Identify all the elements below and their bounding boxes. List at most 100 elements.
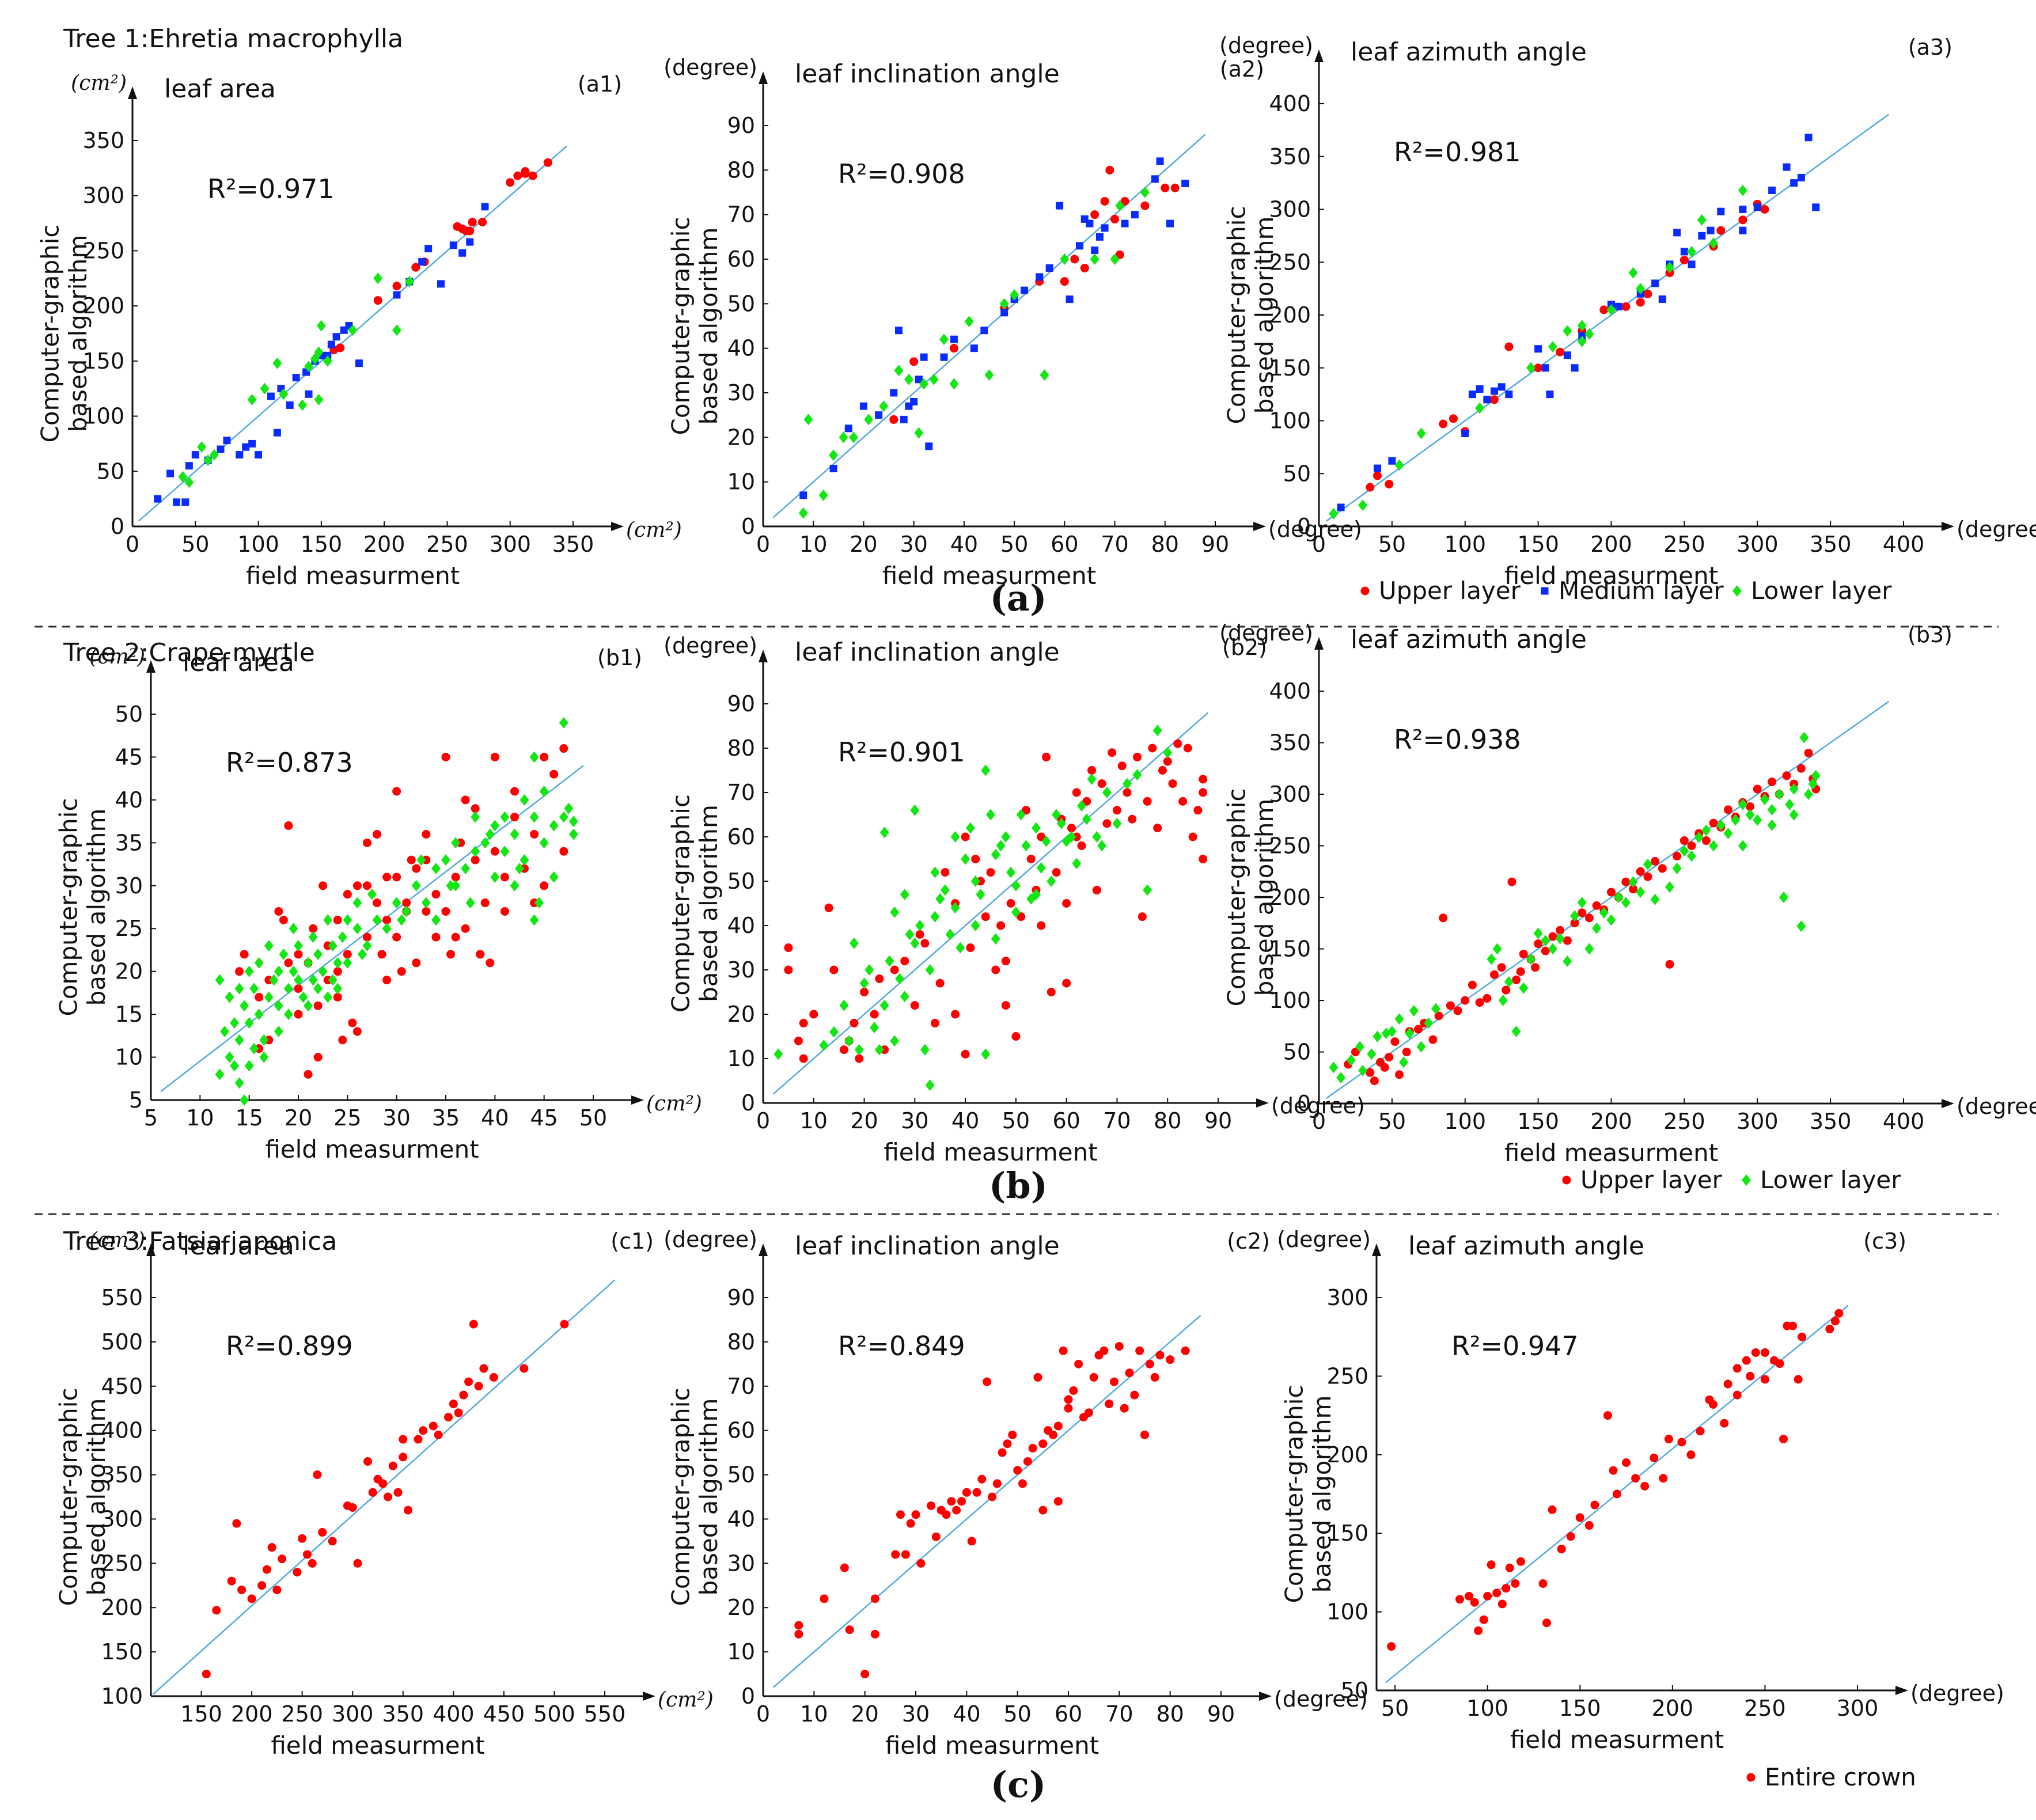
- data-point: [1108, 748, 1117, 757]
- data-point: [273, 429, 281, 437]
- data-point: [1131, 211, 1139, 219]
- data-point: [1760, 1348, 1769, 1357]
- y-axis-arrow: [146, 660, 156, 673]
- data-point: [1110, 253, 1120, 265]
- data-point: [1753, 203, 1761, 211]
- x-tick-label: 200: [363, 532, 405, 557]
- data-point: [1001, 1001, 1010, 1010]
- y-axis-arrow: [146, 1243, 156, 1256]
- data-point: [890, 389, 898, 397]
- x-tick-label: 80: [1156, 1701, 1184, 1727]
- series-lower-layer: [178, 272, 414, 488]
- data-point: [323, 914, 333, 926]
- data-point: [1584, 328, 1594, 340]
- data-point: [1701, 824, 1711, 836]
- data-point: [941, 884, 950, 896]
- y-tick-label: 250: [1326, 1363, 1368, 1389]
- data-point: [956, 942, 965, 954]
- x-tick-label: 0: [126, 532, 139, 557]
- data-point: [1120, 1404, 1129, 1413]
- data-point: [1121, 219, 1129, 227]
- data-point: [240, 1000, 249, 1012]
- data-point: [1409, 1004, 1419, 1017]
- y-axis-arrow: [1372, 1243, 1381, 1256]
- legend-label: Upper layer: [1379, 577, 1521, 605]
- data-point: [784, 965, 793, 975]
- y-tick-label: 10: [727, 469, 755, 495]
- scatter-panel-a1: 0 50 100 150 200 250 300 350 0 50 100 150 200 250 300 3…: [36, 71, 682, 590]
- y-axis-label-line: based algorithm: [695, 805, 723, 1002]
- data-point: [1650, 1453, 1659, 1462]
- legend-marker: [1732, 585, 1742, 597]
- data-point: [875, 974, 884, 983]
- data-point: [844, 1035, 854, 1047]
- x-tick-label: 20: [851, 1701, 878, 1727]
- y-tick-label: 150: [82, 348, 124, 374]
- x-tick-label: 30: [901, 1108, 928, 1133]
- data-point: [1556, 347, 1565, 357]
- data-point: [1751, 1348, 1760, 1357]
- y-tick-label: 400: [1269, 91, 1311, 116]
- data-point: [284, 821, 293, 831]
- data-point: [411, 263, 420, 272]
- data-point: [1636, 886, 1646, 898]
- data-point: [244, 965, 254, 977]
- data-point: [1155, 1351, 1165, 1360]
- data-point: [1631, 1474, 1640, 1483]
- x-tick-label: 70: [1105, 1701, 1133, 1727]
- data-point: [1074, 1359, 1083, 1368]
- data-point: [1592, 922, 1602, 934]
- x-axis-arrow: [1942, 1099, 1954, 1108]
- data-point: [314, 346, 324, 358]
- data-point: [1788, 1321, 1798, 1330]
- data-point: [289, 965, 298, 977]
- data-point: [559, 744, 568, 753]
- x-tick-label: 250: [1663, 532, 1705, 557]
- data-point: [210, 449, 219, 461]
- data-point: [1199, 788, 1208, 797]
- x-tick-label: 40: [481, 1105, 509, 1131]
- data-point: [1010, 289, 1019, 301]
- data-point: [451, 837, 461, 849]
- data-point: [1636, 298, 1645, 307]
- panel-id: (c1): [611, 1228, 654, 1254]
- data-point: [1606, 304, 1616, 316]
- data-point: [901, 1550, 910, 1559]
- data-point: [328, 1537, 337, 1546]
- data-point: [520, 794, 529, 806]
- y-axis-label-line: Computer-graphic: [55, 1388, 83, 1606]
- data-point: [911, 1510, 920, 1519]
- data-point: [1199, 855, 1208, 863]
- data-point: [257, 1581, 267, 1590]
- y-tick-label: 10: [727, 1046, 755, 1071]
- data-point: [1475, 998, 1484, 1007]
- data-point: [215, 974, 225, 986]
- data-point: [478, 218, 487, 227]
- data-point: [318, 965, 328, 977]
- data-point: [1067, 824, 1076, 833]
- data-point: [1584, 943, 1594, 955]
- y-axis-arrow: [1314, 50, 1324, 62]
- data-point: [1505, 390, 1513, 399]
- y-tick-label: 250: [1269, 249, 1311, 275]
- y-axis-label-line: Computer-graphic: [1223, 206, 1251, 424]
- data-point: [1651, 856, 1660, 866]
- data-point: [991, 933, 1000, 945]
- r-squared-label: R²=0.899: [226, 1330, 353, 1362]
- data-point: [1395, 1070, 1404, 1079]
- data-point: [1804, 788, 1814, 800]
- data-point: [1097, 840, 1107, 852]
- y-tick-label: 300: [82, 183, 124, 208]
- data-point: [1563, 955, 1572, 967]
- data-point: [904, 373, 913, 385]
- data-point: [1483, 1591, 1492, 1601]
- data-point: [294, 984, 303, 993]
- data-point: [1170, 183, 1180, 192]
- data-point: [1183, 744, 1192, 753]
- data-point: [799, 1018, 808, 1027]
- data-point: [794, 1036, 803, 1045]
- data-point: [925, 1079, 935, 1091]
- x-tick-label: 5: [144, 1105, 158, 1131]
- data-point: [870, 1594, 879, 1603]
- data-point: [1563, 325, 1572, 337]
